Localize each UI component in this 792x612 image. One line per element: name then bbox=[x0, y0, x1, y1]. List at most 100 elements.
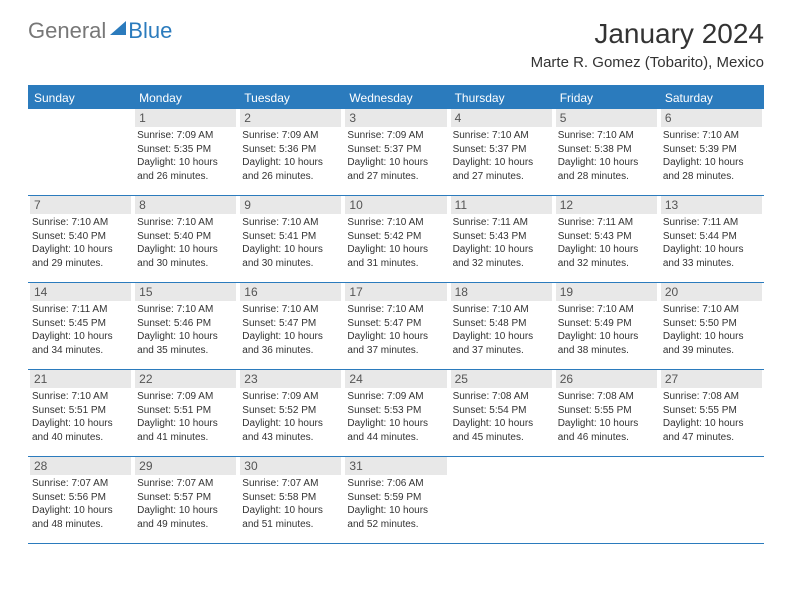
day-number: 7 bbox=[30, 196, 131, 214]
sunset-text: Sunset: 5:36 PM bbox=[242, 143, 339, 157]
day-number: 14 bbox=[30, 283, 131, 301]
day-cell: 23Sunrise: 7:09 AMSunset: 5:52 PMDayligh… bbox=[238, 370, 343, 456]
sunset-text: Sunset: 5:57 PM bbox=[137, 491, 234, 505]
sunrise-text: Sunrise: 7:08 AM bbox=[453, 390, 550, 404]
day-number: 30 bbox=[240, 457, 341, 475]
daylight-text: Daylight: 10 hours and 49 minutes. bbox=[137, 504, 234, 531]
sunset-text: Sunset: 5:52 PM bbox=[242, 404, 339, 418]
daylight-text: Daylight: 10 hours and 46 minutes. bbox=[558, 417, 655, 444]
daylight-text: Daylight: 10 hours and 32 minutes. bbox=[558, 243, 655, 270]
day-cell: 11Sunrise: 7:11 AMSunset: 5:43 PMDayligh… bbox=[449, 196, 554, 282]
day-number: 12 bbox=[556, 196, 657, 214]
weeks-container: 1 Sunrise: 7:09 AMSunset: 5:35 PMDaylight… bbox=[28, 109, 764, 544]
daylight-text: Daylight: 10 hours and 28 minutes. bbox=[558, 156, 655, 183]
sunrise-text: Sunrise: 7:10 AM bbox=[137, 216, 234, 230]
day-details: Sunrise: 7:10 AMSunset: 5:41 PMDaylight:… bbox=[240, 216, 341, 270]
sunrise-text: Sunrise: 7:10 AM bbox=[453, 303, 550, 317]
sunrise-text: Sunrise: 7:09 AM bbox=[242, 129, 339, 143]
sunrise-text: Sunrise: 7:09 AM bbox=[137, 129, 234, 143]
day-details: Sunrise: 7:09 AMSunset: 5:53 PMDaylight:… bbox=[345, 390, 446, 444]
day-cell: 4Sunrise: 7:10 AMSunset: 5:37 PMDaylight… bbox=[449, 109, 554, 195]
day-cell: 31Sunrise: 7:06 AMSunset: 5:59 PMDayligh… bbox=[343, 457, 448, 543]
daylight-text: Daylight: 10 hours and 43 minutes. bbox=[242, 417, 339, 444]
day-details: Sunrise: 7:11 AMSunset: 5:43 PMDaylight:… bbox=[451, 216, 552, 270]
day-cell: 21Sunrise: 7:10 AMSunset: 5:51 PMDayligh… bbox=[28, 370, 133, 456]
sunset-text: Sunset: 5:37 PM bbox=[347, 143, 444, 157]
daylight-text: Daylight: 10 hours and 30 minutes. bbox=[242, 243, 339, 270]
day-details: Sunrise: 7:10 AMSunset: 5:40 PMDaylight:… bbox=[135, 216, 236, 270]
day-number: 16 bbox=[240, 283, 341, 301]
header: General Blue January 2024 Marte R. Gomez… bbox=[0, 0, 792, 75]
sunrise-text: Sunrise: 7:08 AM bbox=[663, 390, 760, 404]
day-cell: 19Sunrise: 7:10 AMSunset: 5:49 PMDayligh… bbox=[554, 283, 659, 369]
day-header: Wednesday bbox=[343, 87, 448, 109]
sunset-text: Sunset: 5:40 PM bbox=[32, 230, 129, 244]
sunset-text: Sunset: 5:59 PM bbox=[347, 491, 444, 505]
day-details: Sunrise: 7:10 AMSunset: 5:48 PMDaylight:… bbox=[451, 303, 552, 357]
daylight-text: Daylight: 10 hours and 45 minutes. bbox=[453, 417, 550, 444]
day-details: Sunrise: 7:07 AMSunset: 5:57 PMDaylight:… bbox=[135, 477, 236, 531]
day-details: Sunrise: 7:10 AMSunset: 5:47 PMDaylight:… bbox=[345, 303, 446, 357]
sunrise-text: Sunrise: 7:10 AM bbox=[347, 303, 444, 317]
day-cell bbox=[28, 109, 133, 195]
day-cell: 18Sunrise: 7:10 AMSunset: 5:48 PMDayligh… bbox=[449, 283, 554, 369]
sunrise-text: Sunrise: 7:10 AM bbox=[137, 303, 234, 317]
sunset-text: Sunset: 5:48 PM bbox=[453, 317, 550, 331]
day-cell: 10Sunrise: 7:10 AMSunset: 5:42 PMDayligh… bbox=[343, 196, 448, 282]
day-cell: 25Sunrise: 7:08 AMSunset: 5:54 PMDayligh… bbox=[449, 370, 554, 456]
daylight-text: Daylight: 10 hours and 32 minutes. bbox=[453, 243, 550, 270]
sunset-text: Sunset: 5:38 PM bbox=[558, 143, 655, 157]
sunset-text: Sunset: 5:56 PM bbox=[32, 491, 129, 505]
day-number: 1 bbox=[135, 109, 236, 127]
week-row: 21Sunrise: 7:10 AMSunset: 5:51 PMDayligh… bbox=[28, 370, 764, 457]
day-number: 15 bbox=[135, 283, 236, 301]
sunrise-text: Sunrise: 7:10 AM bbox=[242, 303, 339, 317]
daylight-text: Daylight: 10 hours and 26 minutes. bbox=[242, 156, 339, 183]
daylight-text: Daylight: 10 hours and 36 minutes. bbox=[242, 330, 339, 357]
day-details: Sunrise: 7:09 AMSunset: 5:35 PMDaylight:… bbox=[135, 129, 236, 183]
day-details: Sunrise: 7:09 AMSunset: 5:37 PMDaylight:… bbox=[345, 129, 446, 183]
daylight-text: Daylight: 10 hours and 41 minutes. bbox=[137, 417, 234, 444]
sunrise-text: Sunrise: 7:09 AM bbox=[137, 390, 234, 404]
location-text: Marte R. Gomez (Tobarito), Mexico bbox=[531, 54, 764, 71]
day-details: Sunrise: 7:07 AMSunset: 5:58 PMDaylight:… bbox=[240, 477, 341, 531]
day-header: Monday bbox=[133, 87, 238, 109]
day-number: 22 bbox=[135, 370, 236, 388]
day-cell: 8Sunrise: 7:10 AMSunset: 5:40 PMDaylight… bbox=[133, 196, 238, 282]
sunset-text: Sunset: 5:37 PM bbox=[453, 143, 550, 157]
day-cell: 5 Sunrise: 7:10 AMSunset: 5:38 PMDaylight… bbox=[554, 109, 659, 195]
day-cell bbox=[554, 457, 659, 543]
day-header-row: SundayMondayTuesdayWednesdayThursdayFrid… bbox=[28, 87, 764, 109]
day-cell bbox=[449, 457, 554, 543]
day-cell: 9 Sunrise: 7:10 AMSunset: 5:41 PMDaylight… bbox=[238, 196, 343, 282]
daylight-text: Daylight: 10 hours and 48 minutes. bbox=[32, 504, 129, 531]
week-row: 28Sunrise: 7:07 AMSunset: 5:56 PMDayligh… bbox=[28, 457, 764, 544]
day-header: Friday bbox=[554, 87, 659, 109]
daylight-text: Daylight: 10 hours and 40 minutes. bbox=[32, 417, 129, 444]
day-details: Sunrise: 7:10 AMSunset: 5:38 PMDaylight:… bbox=[556, 129, 657, 183]
sunset-text: Sunset: 5:49 PM bbox=[558, 317, 655, 331]
sunrise-text: Sunrise: 7:11 AM bbox=[663, 216, 760, 230]
day-cell: 29 Sunrise: 7:07 AMSunset: 5:57 PMDayligh… bbox=[133, 457, 238, 543]
sunrise-text: Sunrise: 7:09 AM bbox=[347, 129, 444, 143]
day-number: 29 bbox=[135, 457, 236, 475]
day-number: 9 bbox=[240, 196, 341, 214]
day-cell: 27Sunrise: 7:08 AMSunset: 5:55 PMDayligh… bbox=[659, 370, 764, 456]
day-cell: 30 Sunrise: 7:07 AMSunset: 5:58 PMDayligh… bbox=[238, 457, 343, 543]
day-number: 5 bbox=[556, 109, 657, 127]
sunrise-text: Sunrise: 7:07 AM bbox=[137, 477, 234, 491]
sunrise-text: Sunrise: 7:07 AM bbox=[32, 477, 129, 491]
daylight-text: Daylight: 10 hours and 51 minutes. bbox=[242, 504, 339, 531]
day-number: 31 bbox=[345, 457, 446, 475]
sunset-text: Sunset: 5:55 PM bbox=[558, 404, 655, 418]
sunrise-text: Sunrise: 7:09 AM bbox=[242, 390, 339, 404]
week-row: 7Sunrise: 7:10 AMSunset: 5:40 PMDaylight… bbox=[28, 196, 764, 283]
day-details: Sunrise: 7:08 AMSunset: 5:55 PMDaylight:… bbox=[556, 390, 657, 444]
daylight-text: Daylight: 10 hours and 31 minutes. bbox=[347, 243, 444, 270]
logo-triangle-icon bbox=[110, 21, 126, 35]
day-number: 6 bbox=[661, 109, 762, 127]
day-details: Sunrise: 7:09 AMSunset: 5:52 PMDaylight:… bbox=[240, 390, 341, 444]
day-cell: 6Sunrise: 7:10 AMSunset: 5:39 PMDaylight… bbox=[659, 109, 764, 195]
daylight-text: Daylight: 10 hours and 26 minutes. bbox=[137, 156, 234, 183]
sunrise-text: Sunrise: 7:11 AM bbox=[32, 303, 129, 317]
